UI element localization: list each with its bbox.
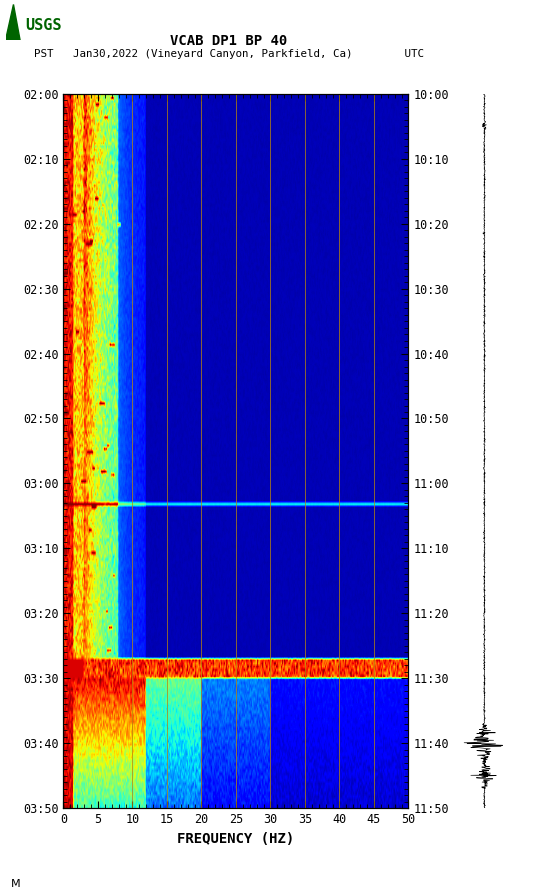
Text: PST   Jan30,2022 (Vineyard Canyon, Parkfield, Ca)        UTC: PST Jan30,2022 (Vineyard Canyon, Parkfie… [34, 49, 424, 59]
Text: VCAB DP1 BP 40: VCAB DP1 BP 40 [171, 34, 288, 48]
Text: USGS: USGS [25, 18, 62, 33]
X-axis label: FREQUENCY (HZ): FREQUENCY (HZ) [177, 831, 295, 846]
Polygon shape [6, 4, 20, 40]
Text: Μ: Μ [11, 880, 20, 889]
